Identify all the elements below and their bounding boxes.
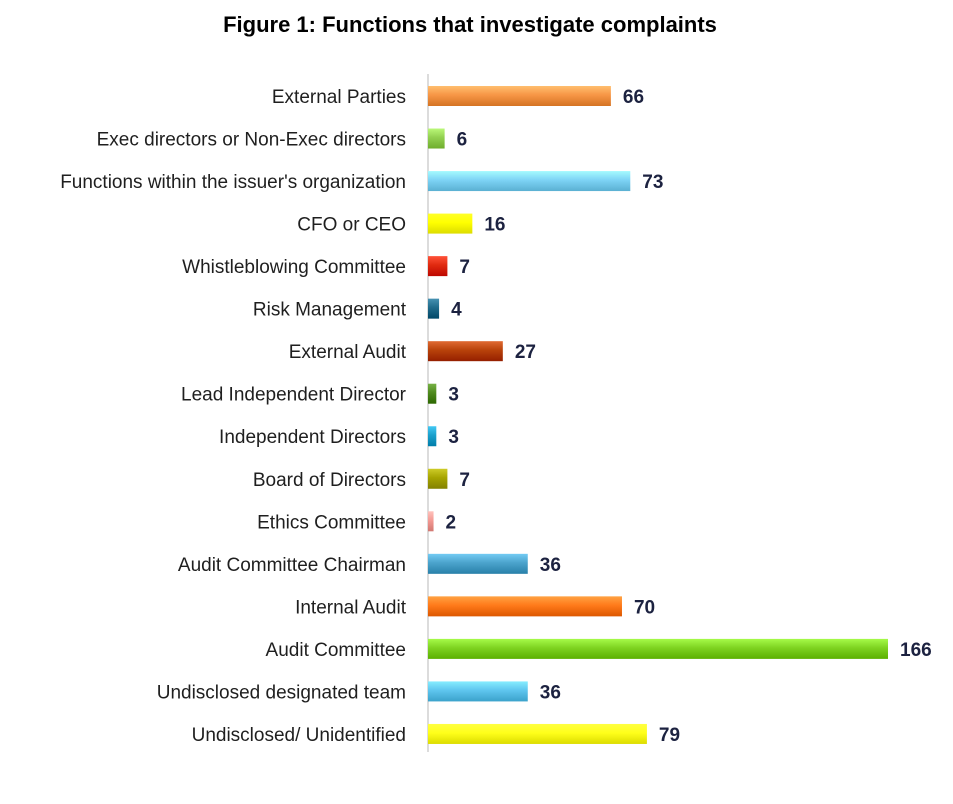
bar xyxy=(428,681,528,702)
category-label: Undisclosed/ Unidentified xyxy=(192,725,406,746)
category-label: External Parties xyxy=(272,87,406,108)
bar xyxy=(428,383,437,404)
category-label: Ethics Committee xyxy=(257,512,406,533)
value-label: 66 xyxy=(623,87,644,108)
value-label: 166 xyxy=(900,640,932,661)
bar xyxy=(428,723,647,744)
category-label: Audit Committee Chairman xyxy=(178,555,406,576)
category-label: Board of Directors xyxy=(253,470,406,491)
category-label: Exec directors or Non-Exec directors xyxy=(97,130,406,151)
value-label: 4 xyxy=(451,300,462,321)
value-label: 73 xyxy=(642,172,663,193)
category-label: Whistleblowing Committee xyxy=(182,257,406,278)
category-label: Internal Audit xyxy=(295,597,407,618)
category-label: Undisclosed designated team xyxy=(157,682,406,703)
category-label: Risk Management xyxy=(253,300,407,321)
category-label: Functions within the issuer's organizati… xyxy=(60,172,406,193)
bar xyxy=(428,256,448,277)
value-label: 6 xyxy=(457,130,468,151)
value-label: 36 xyxy=(540,682,561,703)
category-label: Lead Independent Director xyxy=(181,385,407,406)
bar xyxy=(428,298,440,319)
category-label: Independent Directors xyxy=(219,427,406,448)
value-label: 2 xyxy=(446,512,457,533)
bar xyxy=(428,341,503,362)
bar xyxy=(428,426,437,447)
value-label: 27 xyxy=(515,342,536,363)
value-label: 7 xyxy=(459,470,470,491)
bar xyxy=(428,511,434,532)
bar xyxy=(428,128,445,149)
chart-title: Figure 1: Functions that investigate com… xyxy=(223,12,717,37)
value-label: 3 xyxy=(448,427,459,448)
bars-group: External Parties 66 Exec directors or Non-… xyxy=(60,86,932,746)
value-label: 3 xyxy=(448,385,459,406)
bar xyxy=(428,553,528,574)
value-label: 36 xyxy=(540,555,561,576)
bar xyxy=(428,171,631,192)
category-label: Audit Committee xyxy=(266,640,406,661)
category-label: CFO or CEO xyxy=(297,215,406,236)
bar xyxy=(428,86,611,106)
bar xyxy=(428,596,622,617)
bar xyxy=(428,638,888,659)
bar xyxy=(428,213,473,234)
category-label: External Audit xyxy=(289,342,407,363)
bar xyxy=(428,468,448,489)
value-label: 70 xyxy=(634,597,655,618)
value-label: 7 xyxy=(459,257,470,278)
value-label: 16 xyxy=(484,215,505,236)
value-label: 79 xyxy=(659,725,680,746)
